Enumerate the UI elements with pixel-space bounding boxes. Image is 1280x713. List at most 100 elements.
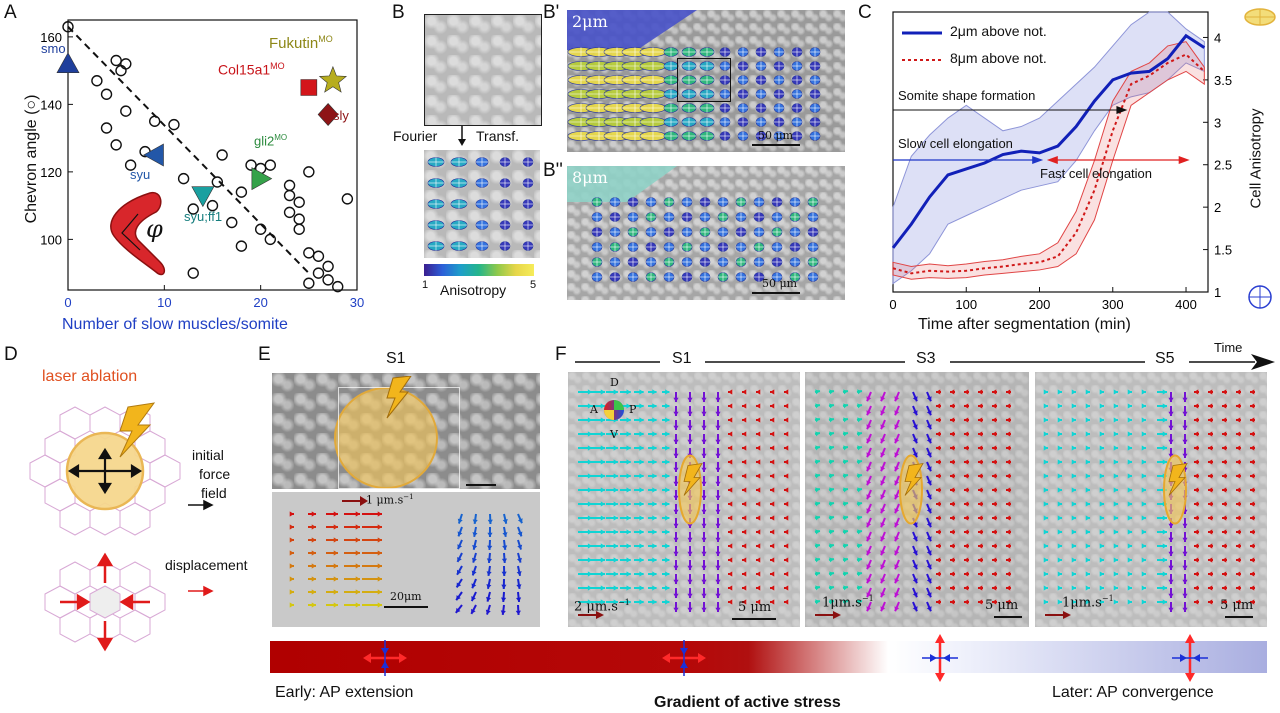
- data-point-wt: [293, 223, 305, 235]
- anisotropy-ellipse: [719, 117, 731, 127]
- velocity-vector: [814, 403, 821, 409]
- anisotropy-ellipse: [699, 117, 715, 127]
- velocity-vector: [728, 459, 733, 465]
- velocity-vector: [866, 573, 872, 584]
- velocity-vector: [880, 475, 886, 486]
- velocity-vector: [842, 403, 849, 409]
- velocity-vector: [842, 543, 849, 549]
- anisotropy-ellipse: [771, 227, 783, 237]
- velocity-vector: [1250, 445, 1255, 451]
- fourier-label: Fourier: [393, 128, 438, 144]
- velocity-vector: [1057, 585, 1062, 591]
- velocity-vector: [1099, 599, 1104, 605]
- micrograph-b2: [567, 166, 845, 300]
- anisotropy-ellipse: [681, 47, 697, 57]
- velocity-vector: [936, 529, 941, 535]
- velocity-vector: [856, 529, 863, 535]
- anisotropy-ellipse: [773, 47, 785, 57]
- velocity-vector: [344, 576, 360, 582]
- scale-label-b1: 50 μm: [758, 129, 794, 142]
- velocity-vector: [828, 557, 835, 563]
- velocity-vector: [289, 550, 294, 556]
- velocity-vector: [501, 578, 507, 590]
- velocity-vector: [1141, 515, 1146, 521]
- velocity-vector: [894, 419, 900, 430]
- velocity-vector: [784, 487, 789, 493]
- velocity-vector: [1182, 392, 1188, 402]
- anisotropy-ellipse: [753, 227, 765, 237]
- velocity-vector: [1006, 543, 1011, 549]
- velocity-vector: [856, 501, 863, 507]
- velocity-vector: [456, 565, 463, 576]
- velocity-vector: [1085, 599, 1090, 605]
- velocity-vector: [950, 417, 955, 423]
- velocity-vector: [1141, 403, 1146, 409]
- velocity-vector: [828, 571, 835, 577]
- velocity-vector: [742, 403, 747, 409]
- anisotropy-ellipse: [737, 61, 749, 71]
- velocity-vector: [1057, 599, 1062, 605]
- velocity-vector: [715, 406, 721, 416]
- velocity-vector: [894, 587, 900, 598]
- velocity-vector: [1141, 487, 1146, 493]
- velocity-vector: [1141, 431, 1146, 437]
- x-tick-label-c: 100: [955, 297, 977, 312]
- anisotropy-ellipse: [737, 47, 749, 57]
- velocity-vector: [992, 389, 997, 395]
- y-tick-label-c: 1: [1214, 285, 1221, 300]
- velocity-vector: [1057, 487, 1062, 493]
- velocity-vector: [648, 515, 657, 521]
- anisotropy-ellipse: [719, 75, 731, 85]
- velocity-vector: [701, 504, 707, 514]
- velocity-vector: [1208, 571, 1213, 577]
- velocity-vector: [814, 599, 821, 605]
- anisotropy-ellipse: [663, 117, 679, 127]
- velocity-vector: [1071, 389, 1076, 395]
- velocity-vector: [1127, 585, 1132, 591]
- velocity-vector: [620, 557, 631, 563]
- velocity-vector: [770, 417, 775, 423]
- velocity-vector: [950, 557, 955, 563]
- velocity-vector: [620, 459, 631, 465]
- velocity-vector: [742, 389, 747, 395]
- scalebar-f2: [994, 616, 1022, 618]
- velocity-vector: [814, 501, 821, 507]
- data-point-wt: [322, 274, 334, 286]
- velocity-vector: [978, 487, 983, 493]
- velocity-vector: [978, 501, 983, 507]
- velocity-vector: [728, 445, 733, 451]
- velocity-vector: [1141, 557, 1146, 563]
- velocity-vector: [1236, 585, 1241, 591]
- velocity-vector: [362, 524, 382, 530]
- marker-sly: [317, 103, 339, 126]
- velocity-vector: [926, 489, 932, 500]
- velocity-vector: [455, 604, 463, 614]
- velocity-vector: [486, 591, 492, 602]
- velocity-vector: [634, 571, 644, 577]
- anisotropy-ellipse: [681, 227, 693, 237]
- laser-ablation-title: laser ablation: [42, 368, 138, 385]
- anisotropy-ellipse: [717, 227, 729, 237]
- velocity-vector: [1085, 459, 1090, 465]
- anisotropy-ellipse: [755, 75, 767, 85]
- data-point-wt: [303, 247, 315, 259]
- velocity-vector: [842, 389, 849, 395]
- velocity-vector: [1208, 585, 1213, 591]
- velocity-vector: [1208, 389, 1213, 395]
- velocity-vector: [1250, 571, 1255, 577]
- arrowhead-fast-elongation-left: [1046, 156, 1058, 164]
- velocity-vector: [936, 389, 941, 395]
- velocity-vector: [964, 529, 969, 535]
- velocity-vector: [756, 585, 761, 591]
- velocity-vector: [784, 529, 789, 535]
- anisotropy-ellipse: [663, 131, 679, 141]
- velocity-vector: [842, 431, 849, 437]
- velocity-vector: [1250, 585, 1255, 591]
- anisotropy-ellipse: [645, 257, 657, 267]
- velocity-vector: [501, 552, 508, 564]
- velocity-vector: [784, 585, 789, 591]
- velocity-vector: [1006, 501, 1011, 507]
- anisotropy-ellipse: [755, 47, 767, 57]
- panel-letter-b1: B': [543, 2, 560, 23]
- anisotropy-ellipse: [773, 75, 785, 85]
